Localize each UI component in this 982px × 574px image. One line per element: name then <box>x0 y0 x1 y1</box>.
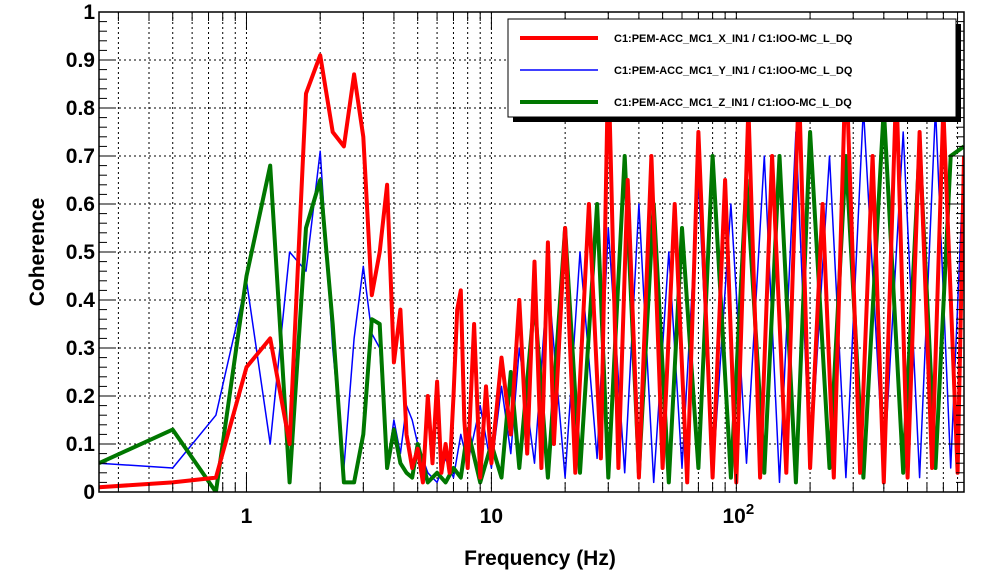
y-tick-label: 0.4 <box>66 289 96 312</box>
axis-ticks <box>99 11 964 493</box>
series-line-3 <box>99 106 964 492</box>
legend-label-3: C1:PEM-ACC_MC1_Z_IN1 / C1:IOO-MC_L_DQ <box>614 97 852 109</box>
y-tick-label: 0.1 <box>66 433 96 456</box>
y-tick-label: 0 <box>83 481 95 504</box>
series-line-2 <box>99 107 964 484</box>
legend-label-1: C1:PEM-ACC_MC1_X_IN1 / C1:IOO-MC_L_DQ <box>614 33 853 45</box>
plot-area <box>99 53 964 492</box>
x-tick-label: 102 <box>722 501 754 528</box>
y-tick-label: 0.5 <box>66 241 96 264</box>
legend-entries: C1:PEM-ACC_MC1_X_IN1 / C1:IOO-MC_L_DQ C1:… <box>520 33 853 109</box>
y-tick-label: 0.8 <box>66 97 96 120</box>
y-tick-label: 0.6 <box>66 193 95 216</box>
y-tick-label: 0.3 <box>66 337 95 360</box>
y-axis-title: Coherence <box>26 198 49 307</box>
y-tick-label: 0.2 <box>66 385 95 408</box>
series-line-1 <box>99 53 964 490</box>
y-tick-label: 0.7 <box>66 145 95 168</box>
x-axis-title: Frequency (Hz) <box>464 547 616 570</box>
legend-label-2: C1:PEM-ACC_MC1_Y_IN1 / C1:IOO-MC_L_DQ <box>614 65 853 77</box>
legend: C1:PEM-ACC_MC1_X_IN1 / C1:IOO-MC_L_DQ C1:… <box>507 18 961 122</box>
x-tick-label: 1 <box>241 505 253 528</box>
y-tick-label: 0.9 <box>66 49 95 72</box>
tick-labels: 0 0.1 0.2 0.3 0.4 0.5 0.6 0.7 0.8 0.9 1 1 10 102 <box>66 1 754 528</box>
series-lines <box>99 53 964 492</box>
x-tick-label: 10 <box>480 505 503 528</box>
y-tick-label: 1 <box>83 1 95 24</box>
